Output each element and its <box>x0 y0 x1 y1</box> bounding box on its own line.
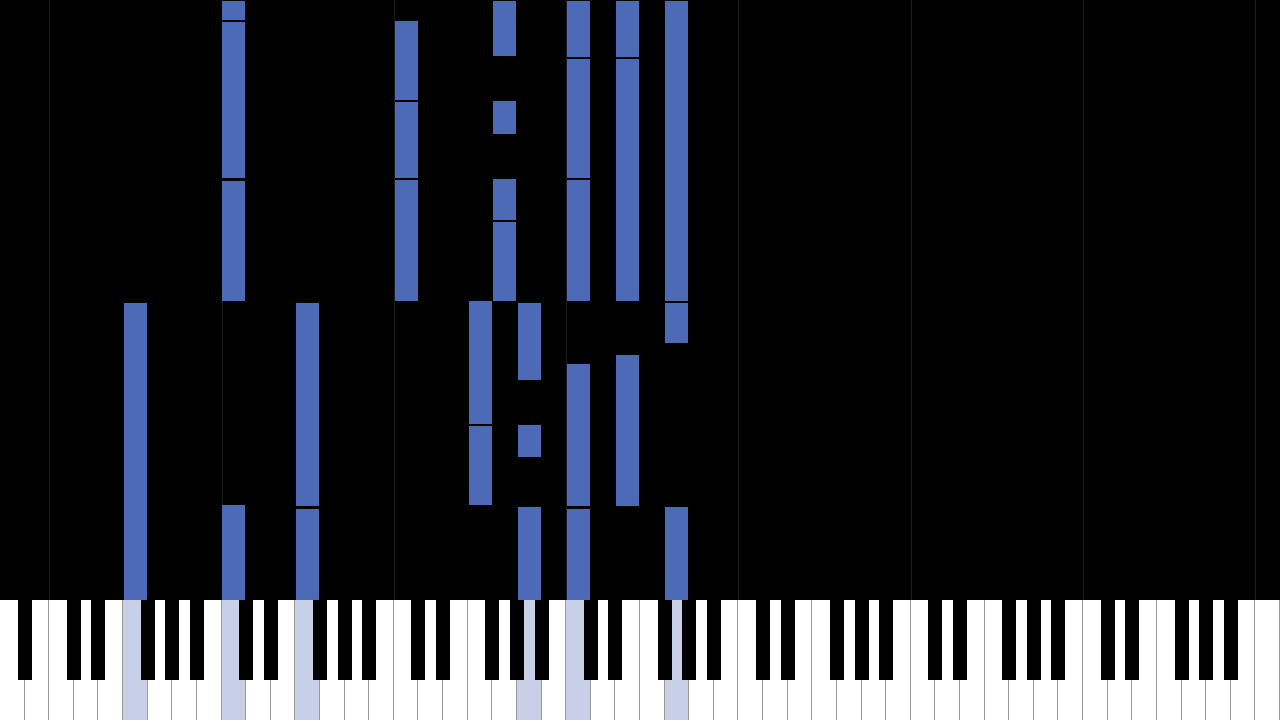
note-bar <box>493 100 516 134</box>
note-bar <box>395 20 418 100</box>
black-key[interactable] <box>313 600 327 680</box>
white-key[interactable] <box>1255 600 1280 720</box>
black-key[interactable] <box>1199 600 1213 680</box>
note-bar <box>616 0 639 57</box>
octave-gridline <box>394 0 395 600</box>
black-key[interactable] <box>141 600 155 680</box>
black-key[interactable] <box>928 600 942 680</box>
black-key[interactable] <box>338 600 352 680</box>
black-key[interactable] <box>535 600 549 680</box>
octave-gridline <box>738 0 739 600</box>
note-bar <box>493 221 516 301</box>
note-bar <box>518 424 541 457</box>
black-key[interactable] <box>485 600 499 680</box>
black-key[interactable] <box>411 600 425 680</box>
note-bar <box>567 179 590 301</box>
black-key[interactable] <box>18 600 32 680</box>
black-key[interactable] <box>953 600 967 680</box>
black-key[interactable] <box>436 600 450 680</box>
black-key[interactable] <box>362 600 376 680</box>
black-key[interactable] <box>855 600 869 680</box>
black-key[interactable] <box>781 600 795 680</box>
octave-gridline <box>911 0 912 600</box>
octave-gridline <box>566 0 567 600</box>
black-key[interactable] <box>707 600 721 680</box>
note-bar <box>665 506 688 600</box>
black-key[interactable] <box>1027 600 1041 680</box>
note-bar <box>616 354 639 506</box>
note-bar <box>469 425 492 505</box>
note-bar <box>567 0 590 57</box>
black-key[interactable] <box>756 600 770 680</box>
note-bar <box>493 178 516 220</box>
black-key[interactable] <box>67 600 81 680</box>
black-key[interactable] <box>830 600 844 680</box>
note-bar <box>518 506 541 600</box>
piano-keyboard[interactable] <box>0 600 1280 720</box>
octave-gridline <box>49 0 50 600</box>
black-key[interactable] <box>1175 600 1189 680</box>
black-key[interactable] <box>1002 600 1016 680</box>
note-bar <box>395 179 418 301</box>
black-key[interactable] <box>1051 600 1065 680</box>
black-key[interactable] <box>91 600 105 680</box>
note-bar <box>222 504 245 600</box>
note-bar <box>395 101 418 178</box>
note-bar <box>567 363 590 506</box>
note-bar <box>296 508 319 600</box>
note-bar <box>665 302 688 343</box>
note-bar <box>296 302 319 506</box>
black-key[interactable] <box>879 600 893 680</box>
note-roll <box>49 0 1256 600</box>
note-bar <box>665 0 688 301</box>
black-key[interactable] <box>165 600 179 680</box>
note-bar <box>493 0 516 56</box>
octave-gridline <box>1083 0 1084 600</box>
black-key[interactable] <box>584 600 598 680</box>
black-key[interactable] <box>510 600 524 680</box>
black-key[interactable] <box>190 600 204 680</box>
note-bar <box>518 302 541 380</box>
black-key[interactable] <box>1224 600 1238 680</box>
octave-gridline <box>1255 0 1256 600</box>
black-key[interactable] <box>608 600 622 680</box>
note-bar <box>222 21 245 178</box>
note-bar <box>222 0 245 20</box>
black-key[interactable] <box>1101 600 1115 680</box>
note-bar <box>222 180 245 301</box>
note-bar <box>616 58 639 301</box>
black-key[interactable] <box>658 600 672 680</box>
black-key[interactable] <box>682 600 696 680</box>
note-bar <box>124 302 147 600</box>
note-bar <box>469 300 492 424</box>
note-bar <box>567 58 590 178</box>
black-key[interactable] <box>264 600 278 680</box>
black-key[interactable] <box>239 600 253 680</box>
note-bar <box>567 508 590 600</box>
black-key[interactable] <box>1125 600 1139 680</box>
